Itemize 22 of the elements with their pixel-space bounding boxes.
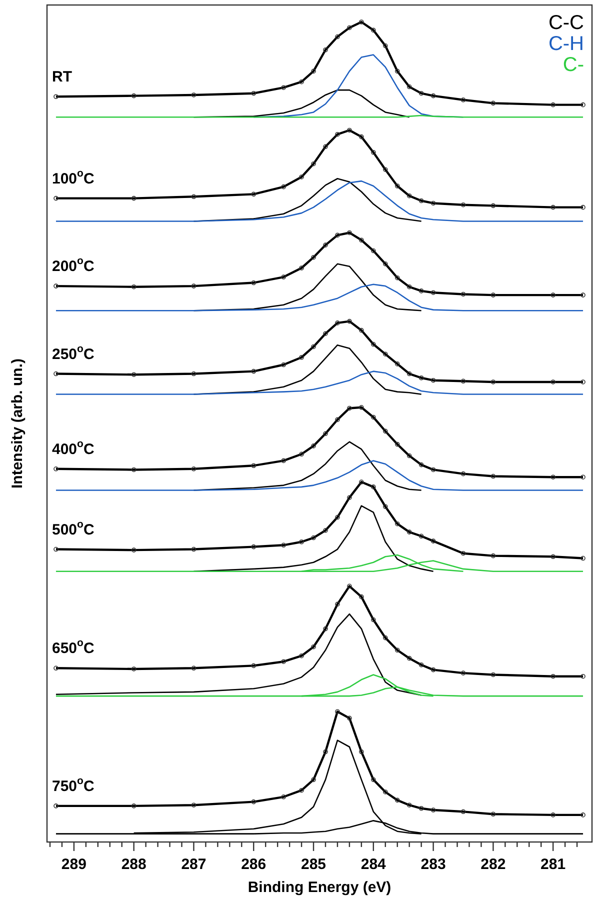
x-tick-label: 281 <box>540 856 566 873</box>
annotation: 500$^{o}$C <box>52 518 94 538</box>
x-tick-label: 288 <box>121 856 146 873</box>
x-tick-label: 289 <box>61 856 86 873</box>
x-tick-label: 285 <box>300 856 326 873</box>
text: C- <box>562 54 584 76</box>
x-tick-label: 287 <box>181 856 206 873</box>
annotation: 200$^{o}$C <box>52 254 94 276</box>
x-tick-label: 284 <box>360 856 387 873</box>
x-axis-title: Binding Energy (eV) <box>248 879 392 896</box>
annotation: 650$^{o}$C <box>52 636 94 658</box>
annotation: 250$^{o}$C <box>52 342 94 363</box>
y-axis-title: Intensity (arb. un.) <box>9 358 26 489</box>
x-tick-label: 282 <box>480 856 506 873</box>
x-tick-label: 286 <box>241 856 266 873</box>
annotation: 400$^{o}$C <box>52 438 94 458</box>
x-tick-label: 283 <box>420 856 446 873</box>
annotation: 750$^{o}$C <box>52 774 94 795</box>
annotation: 100$^{o}$C <box>52 167 94 188</box>
text: C-C <box>548 12 584 34</box>
annotation: RT <box>52 68 72 86</box>
text: C-H <box>548 33 584 55</box>
